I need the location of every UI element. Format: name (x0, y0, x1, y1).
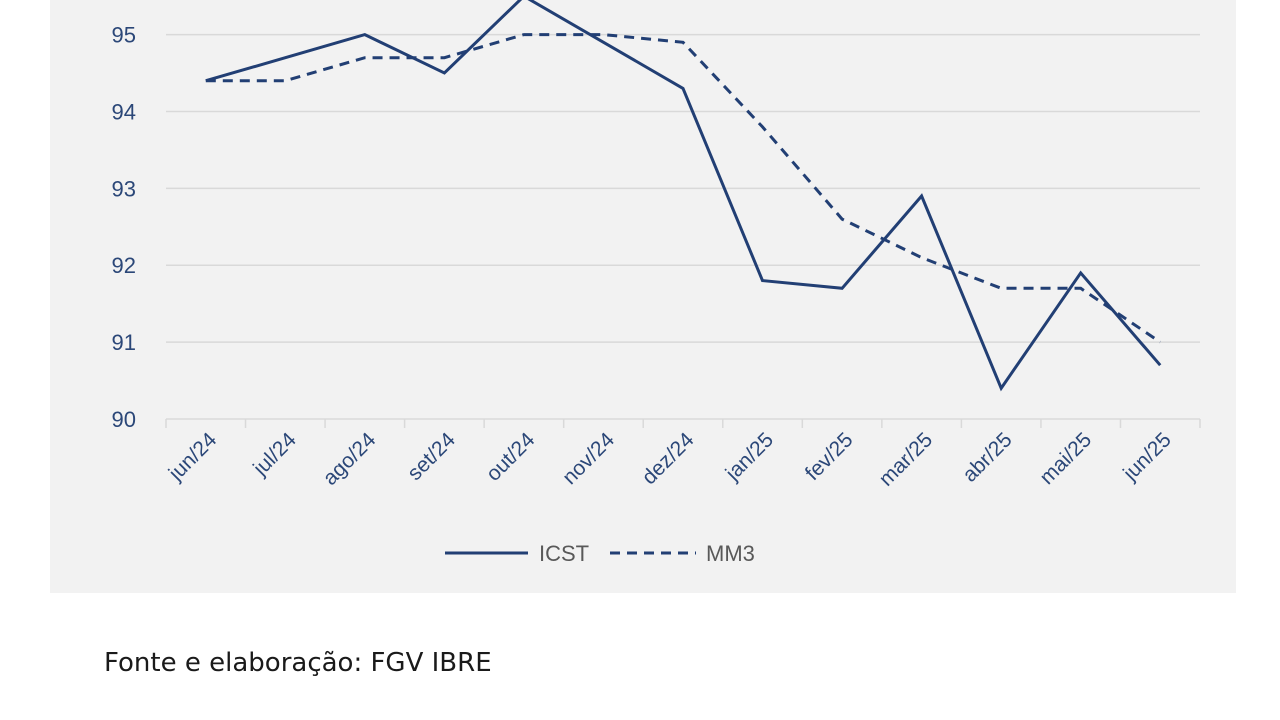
x-axis (165, 418, 1201, 428)
source-note: Fonte e elaboração: FGV IBRE (104, 648, 492, 678)
x-tick-label: jul/24 (248, 428, 301, 481)
x-tick-label: mai/25 (1035, 428, 1096, 489)
x-tick-label: jun/25 (1118, 428, 1175, 485)
legend-label-icst: ICST (539, 541, 589, 566)
series-line-mm3 (205, 33, 1162, 344)
x-tick-label: jun/24 (164, 428, 222, 486)
y-tick-label: 94 (112, 99, 136, 124)
x-tick-label: fev/25 (801, 428, 858, 485)
line-chart: 90 91 92 93 94 95 jun/24 jul/24 ago/24 set/24 out… (112, 0, 1201, 566)
y-tick-label: 93 (112, 176, 136, 201)
x-tick-label: nov/24 (558, 428, 619, 489)
x-tick-label: dez/24 (638, 428, 699, 489)
legend-label-mm3: MM3 (706, 541, 755, 566)
y-axis-ticks: 90 91 92 93 94 95 (112, 23, 136, 432)
x-tick-label: mar/25 (875, 428, 937, 490)
x-axis-ticks: jun/24 jul/24 ago/24 set/24 out/24 nov/24 dez/… (164, 428, 1176, 491)
x-tick-label: set/24 (403, 428, 460, 485)
legend: ICST MM3 (445, 541, 755, 566)
x-tick-label: out/24 (482, 428, 540, 486)
series-line-icst (205, 0, 1162, 392)
x-tick-label: ago/24 (319, 428, 381, 490)
x-tick-label: abr/25 (958, 428, 1016, 486)
grid-lines (166, 33, 1200, 343)
y-tick-label: 95 (112, 23, 136, 48)
chart-panel: 90 91 92 93 94 95 jun/24 jul/24 ago/24 set/24 out… (50, 0, 1236, 593)
x-tick-label: jan/25 (721, 428, 778, 485)
y-tick-label: 90 (112, 407, 136, 432)
y-tick-label: 92 (112, 253, 136, 278)
y-tick-label: 91 (112, 330, 136, 355)
series-lines (205, 0, 1162, 392)
